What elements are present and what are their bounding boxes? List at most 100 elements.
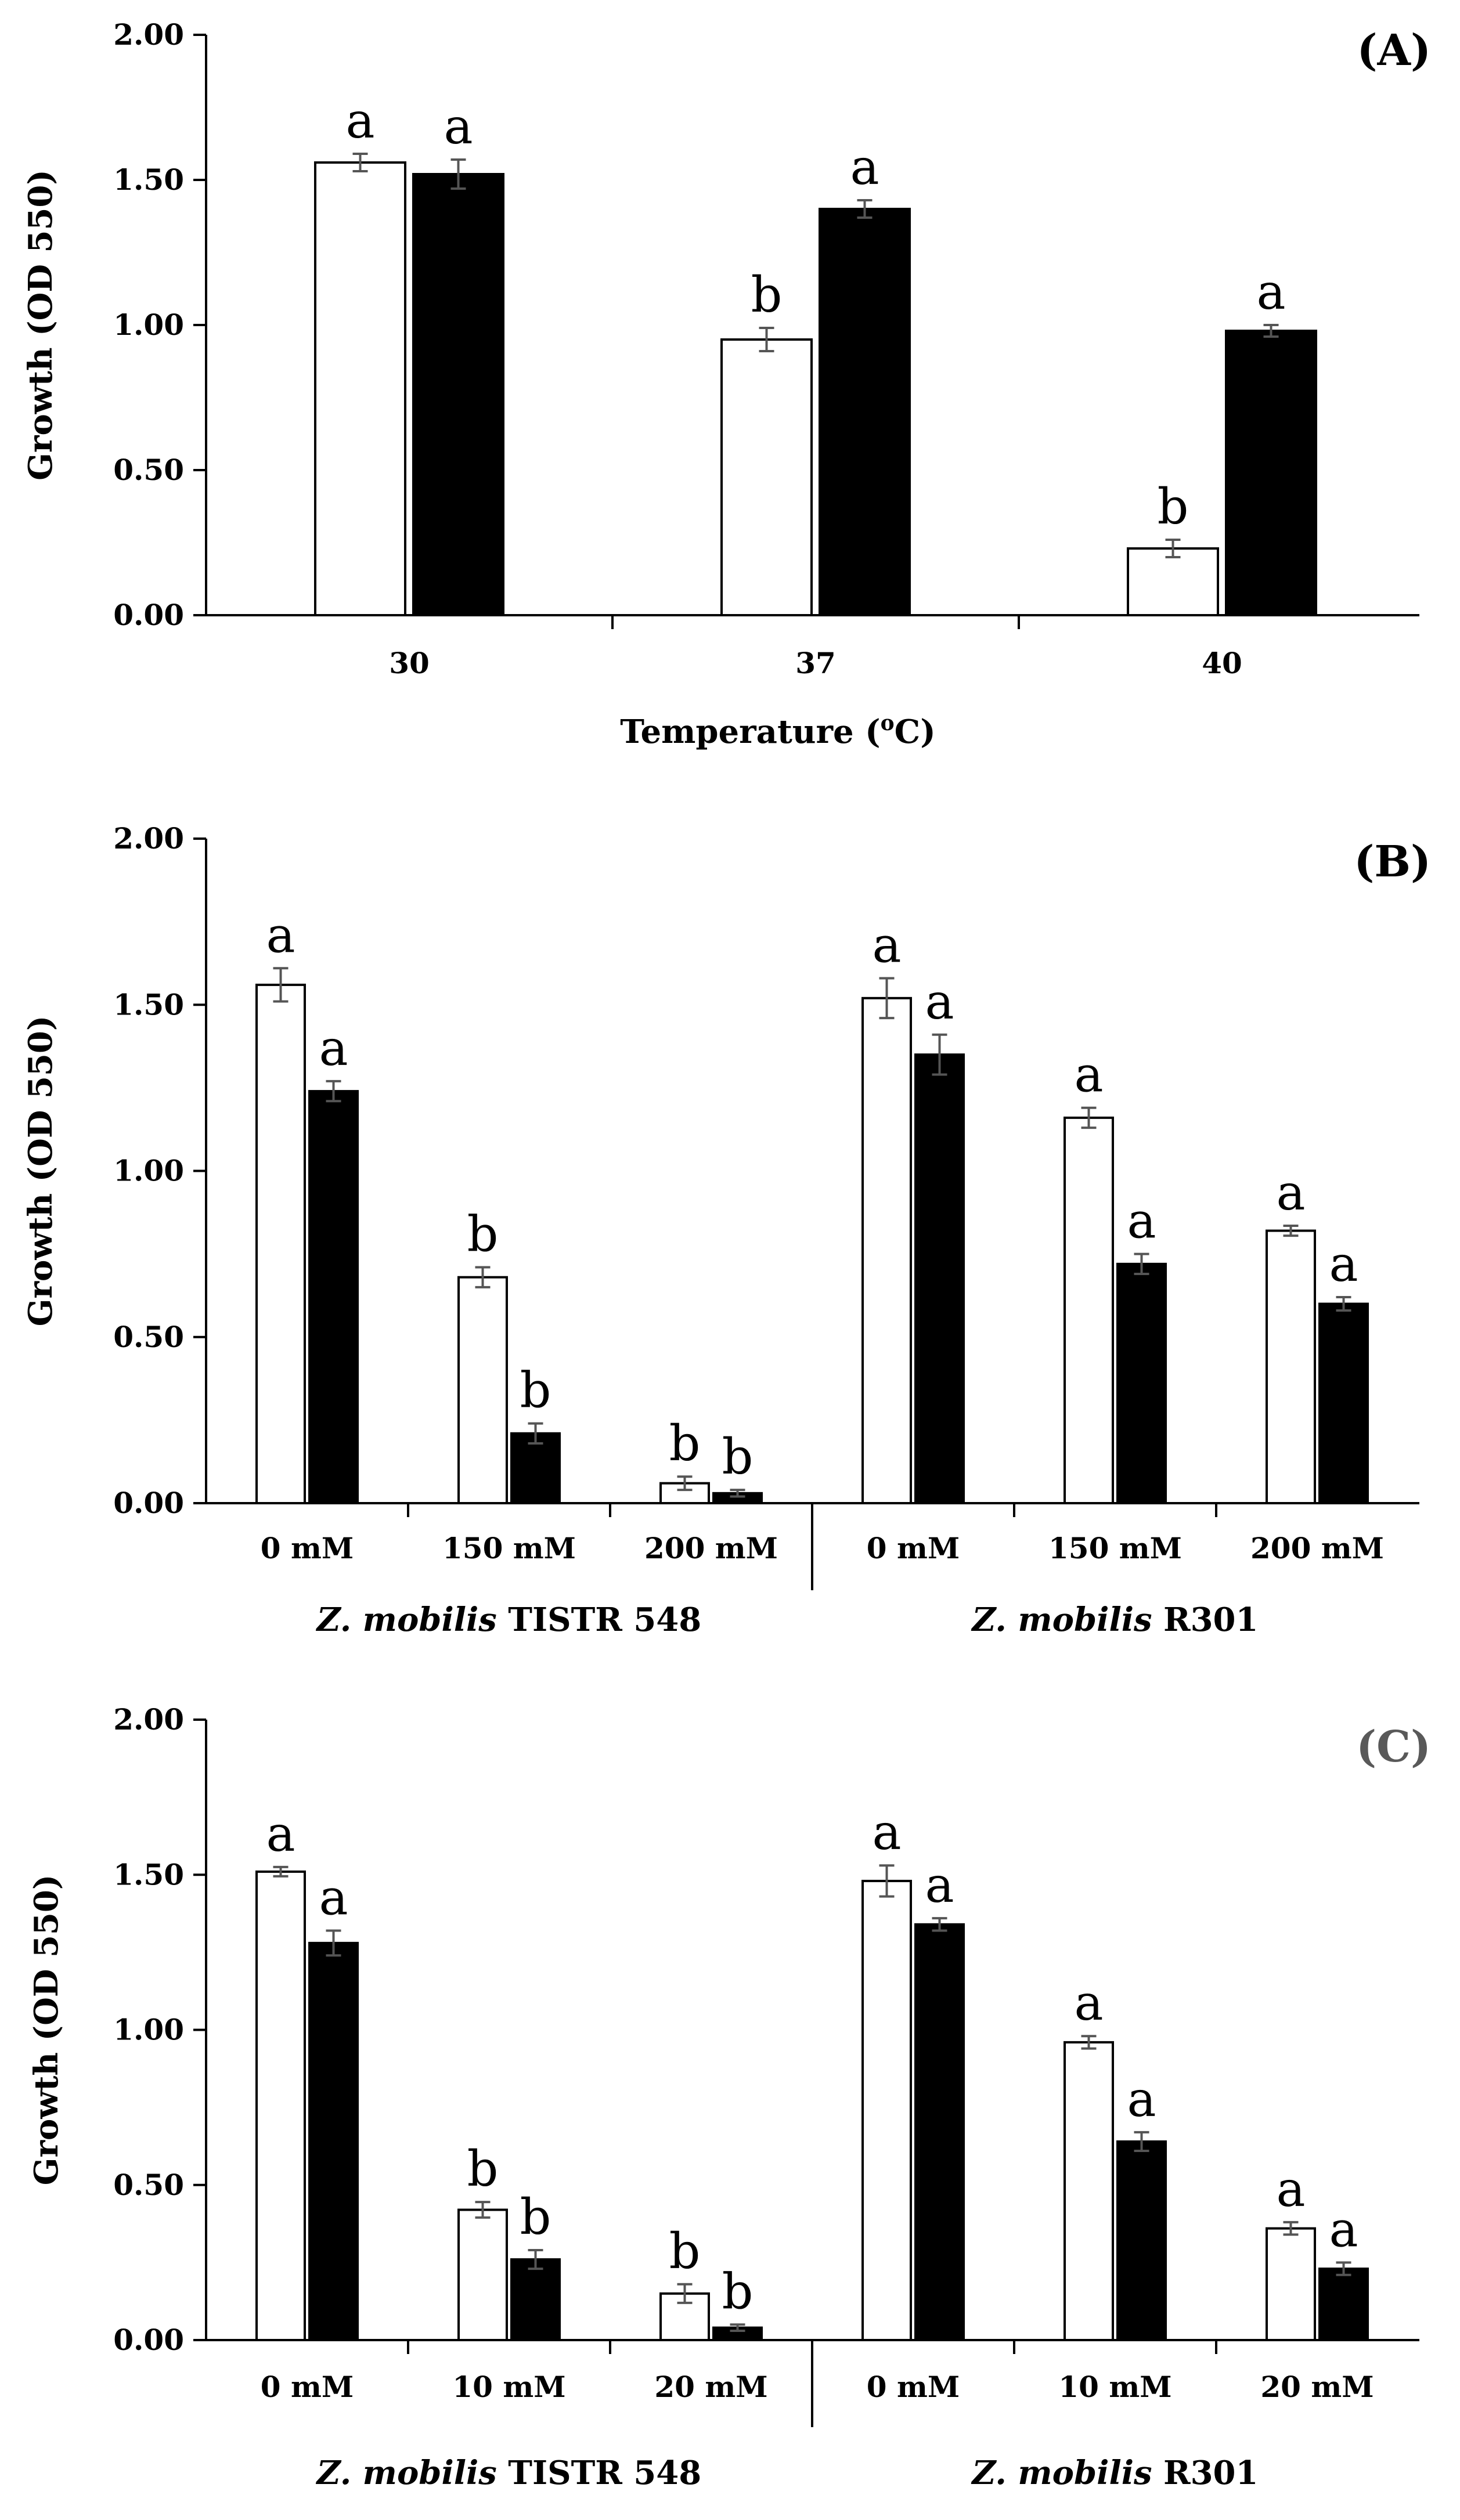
open-bar <box>1266 1229 1316 1505</box>
open-bar <box>861 997 912 1505</box>
open-bar <box>314 161 406 616</box>
filled-bar <box>412 173 504 616</box>
strain-genus: Z. mobilis <box>316 2454 497 2492</box>
significance-letter: a <box>1256 263 1285 320</box>
x-tick-label: 10 mM <box>1058 2370 1171 2404</box>
filled-bar <box>510 2258 561 2342</box>
strain-genus: Z. mobilis <box>971 2454 1152 2492</box>
filled-bar <box>914 1053 965 1504</box>
strain-group-label: Z. mobilis TISTR 548 <box>316 2454 701 2492</box>
y-axis-title: Growth (OD 550) <box>21 169 60 481</box>
significance-letter: a <box>925 973 954 1030</box>
y-tick-label: 0.00 <box>113 598 184 632</box>
strain-group-label: Z. mobilis R301 <box>971 2454 1259 2492</box>
open-bar <box>255 983 306 1504</box>
significance-letter: a <box>850 139 879 196</box>
significance-letter: b <box>467 1206 499 1263</box>
x-tick-label: 40 <box>1202 646 1242 680</box>
significance-letter: a <box>345 92 374 149</box>
significance-letter: a <box>872 916 901 973</box>
significance-letter: a <box>319 1020 348 1077</box>
x-tick-label: 200 mM <box>1250 1531 1384 1565</box>
significance-letter: b <box>467 2140 499 2197</box>
open-bar <box>1064 1116 1114 1504</box>
x-tick-label: 20 mM <box>654 2370 767 2404</box>
significance-letter: b <box>669 2223 701 2280</box>
significance-letter: a <box>1127 2071 1156 2128</box>
y-tick-label: 0.50 <box>113 453 184 487</box>
y-tick-label: 2.00 <box>113 821 184 855</box>
open-bar <box>1064 2041 1114 2341</box>
strain-group-label: Z. mobilis TISTR 548 <box>316 1601 701 1639</box>
x-axis-title-unit: C) <box>895 713 936 751</box>
filled-bar <box>914 1923 965 2341</box>
strain-genus: Z. mobilis <box>971 1601 1152 1639</box>
significance-letter: b <box>751 266 783 323</box>
significance-letter: b <box>722 2263 754 2320</box>
filled-bar <box>819 208 911 616</box>
y-tick-label: 2.00 <box>113 17 184 52</box>
x-tick-label: 20 mM <box>1260 2370 1374 2404</box>
filled-bar <box>308 1941 359 2342</box>
significance-letter: a <box>1276 2161 1305 2218</box>
x-tick-label: 10 mM <box>452 2370 565 2404</box>
significance-letter: a <box>319 1869 348 1926</box>
filled-bar <box>1116 1262 1167 1505</box>
strain-name: TISTR 548 <box>497 1601 701 1639</box>
degree-superscript: o <box>881 711 895 735</box>
strain-name: R301 <box>1152 2454 1259 2492</box>
x-axis-title-text: Temperature ( <box>620 713 880 751</box>
x-tick-label: 30 <box>389 646 430 680</box>
significance-letter: a <box>1127 1193 1156 1250</box>
x-tick-label: 0 mM <box>261 1531 354 1565</box>
open-bar <box>255 1870 306 2341</box>
open-bar <box>457 2208 508 2342</box>
open-bar <box>1127 547 1219 616</box>
open-bar <box>720 338 813 616</box>
x-tick-label: 0 mM <box>867 1531 960 1565</box>
y-tick-label: 1.00 <box>113 2013 184 2047</box>
filled-bar <box>308 1090 359 1504</box>
significance-letter: a <box>1329 2201 1358 2258</box>
significance-letter: b <box>669 1415 701 1472</box>
y-tick-label: 1.00 <box>113 308 184 342</box>
x-tick-label: 150 mM <box>1048 1531 1182 1565</box>
significance-letter: a <box>1329 1236 1358 1293</box>
x-tick-label: 150 mM <box>442 1531 576 1565</box>
x-tick-label: 0 mM <box>261 2370 354 2404</box>
significance-letter: b <box>520 1362 551 1419</box>
filled-bar <box>510 1432 561 1504</box>
x-tick-label: 0 mM <box>867 2370 960 2404</box>
x-tick-label: 37 <box>795 646 836 680</box>
y-tick-label: 0.00 <box>113 2323 184 2357</box>
y-tick-label: 1.00 <box>113 1154 184 1188</box>
significance-letter: a <box>1074 1974 1103 2031</box>
y-axis-title: Growth (OD 550) <box>27 1875 66 2186</box>
strain-name: R301 <box>1152 1601 1259 1639</box>
filled-bar <box>1318 2268 1369 2341</box>
panel-label: (A) <box>1357 26 1431 75</box>
y-tick-label: 2.00 <box>113 1702 184 1736</box>
open-bar <box>457 1276 508 1504</box>
open-bar <box>861 1879 912 2341</box>
x-axis-title: Temperature (oC) <box>620 711 936 751</box>
significance-letter: b <box>722 1428 754 1485</box>
panel-a: 0.00 0.50 1.00 1.50 2.00 Growth (OD 550) (A) a a… <box>21 17 1431 751</box>
y-axis-title: Growth (OD 550) <box>21 1016 60 1327</box>
y-tick-label: 0.50 <box>113 2168 184 2202</box>
strain-name: TISTR 548 <box>497 2454 701 2492</box>
significance-letter: a <box>266 907 295 963</box>
panel-label: (C) <box>1356 1722 1431 1772</box>
significance-letter: a <box>266 1806 295 1862</box>
significance-letter: a <box>1276 1164 1305 1221</box>
filled-bar <box>1225 330 1317 616</box>
significance-letter: a <box>444 98 473 155</box>
y-tick-label: 1.50 <box>113 163 184 197</box>
y-tick-label: 1.50 <box>113 1857 184 1891</box>
strain-group-label: Z. mobilis R301 <box>971 1601 1259 1639</box>
significance-letter: b <box>1158 478 1189 535</box>
significance-letter: b <box>520 2189 551 2245</box>
